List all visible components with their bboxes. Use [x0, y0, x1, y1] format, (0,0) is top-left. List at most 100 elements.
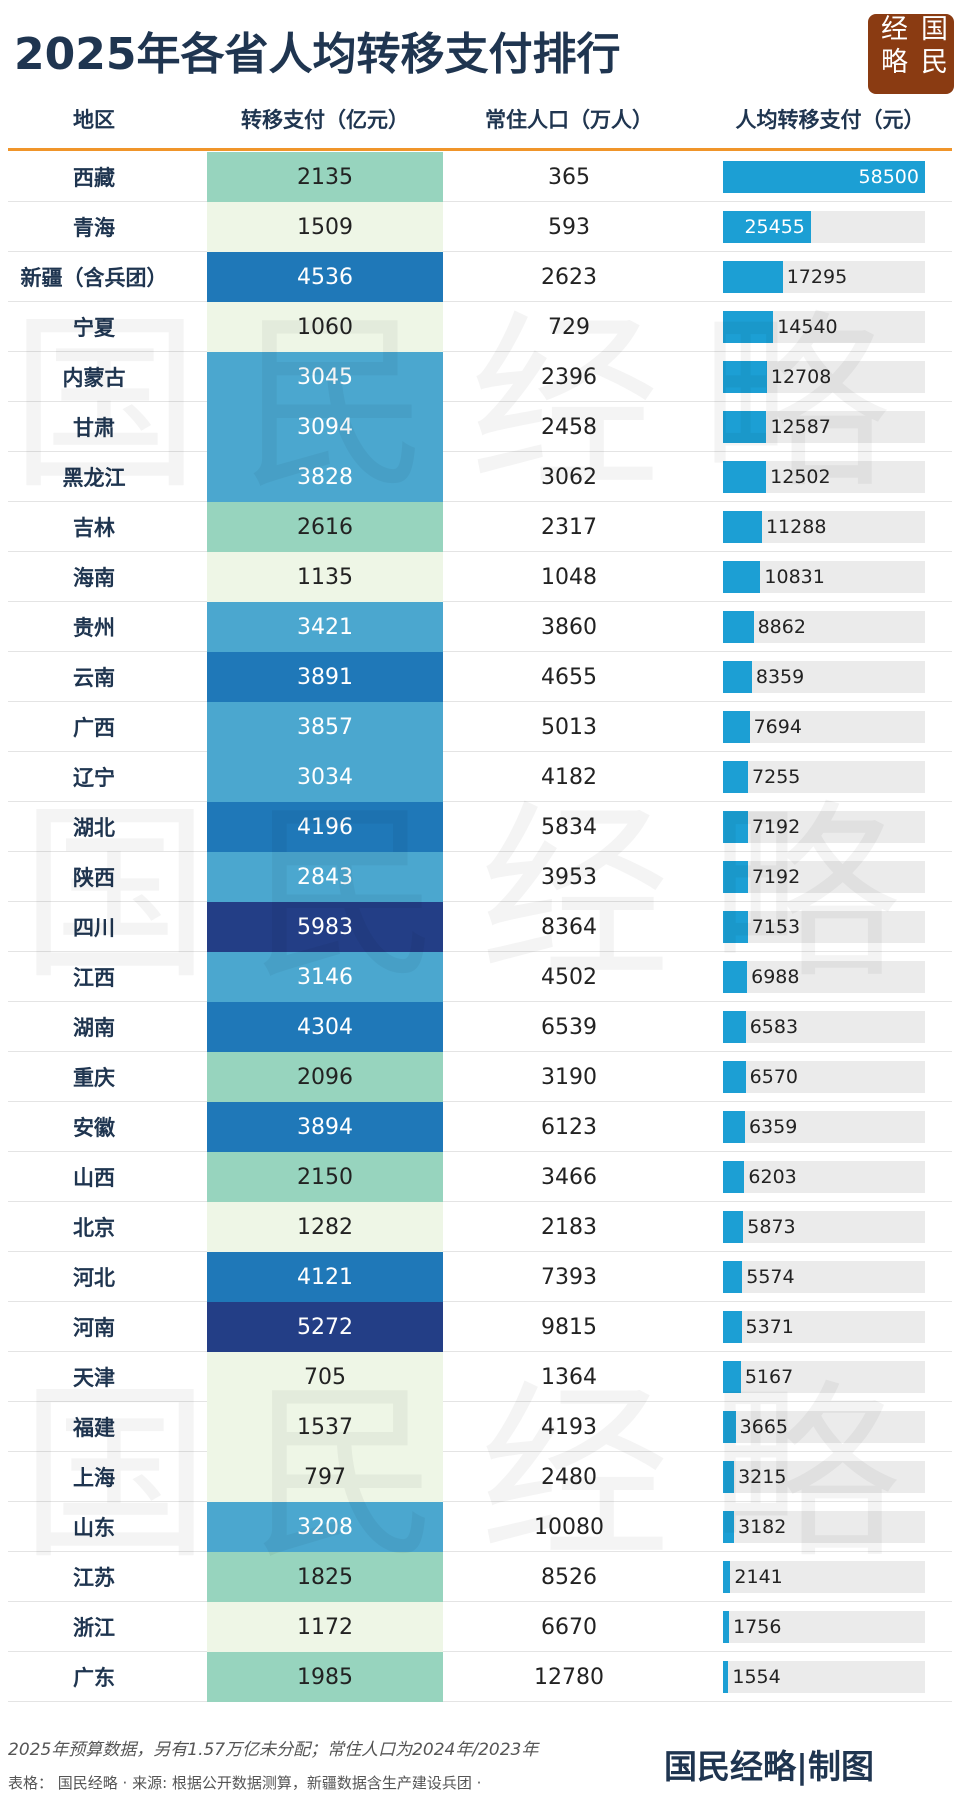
bar-label: 12708 — [770, 366, 832, 388]
transfer-cell: 4196 — [207, 802, 443, 852]
transfer-cell: 1135 — [207, 552, 443, 602]
header-rule — [8, 148, 952, 151]
row-divider — [8, 1301, 952, 1302]
population: 6123 — [541, 1114, 597, 1140]
row-divider — [8, 701, 952, 702]
bar-label: 6203 — [748, 1166, 797, 1188]
transfer-cell: 2843 — [207, 852, 443, 902]
row-divider — [8, 901, 952, 902]
region: 山东 — [73, 1516, 115, 1540]
population: 8526 — [541, 1564, 597, 1590]
region: 辽宁 — [73, 766, 115, 790]
bar-label: 7153 — [751, 916, 801, 938]
transfer-cell: 3857 — [207, 702, 443, 752]
transfer-cell: 3208 — [207, 1502, 443, 1552]
population: 4182 — [541, 764, 597, 790]
bar-track — [723, 861, 925, 893]
row-divider — [8, 351, 952, 352]
population: 5013 — [541, 714, 597, 740]
region: 山西 — [73, 1166, 115, 1190]
bar-track — [723, 761, 925, 793]
region: 内蒙古 — [62, 366, 126, 390]
row-divider — [8, 1001, 952, 1002]
bar-label: 3665 — [739, 1416, 788, 1438]
population: 7393 — [541, 1264, 597, 1290]
row-divider — [8, 1551, 952, 1552]
bar — [723, 861, 748, 893]
bar-label: 12502 — [770, 466, 831, 488]
region: 浙江 — [73, 1616, 115, 1640]
bar-label: 6583 — [749, 1016, 799, 1038]
region: 新疆（含兵团） — [20, 266, 168, 290]
population: 4502 — [541, 964, 597, 990]
population: 2317 — [541, 514, 597, 540]
bar — [723, 411, 767, 443]
transfer-cell: 1985 — [207, 1652, 443, 1702]
bar — [723, 1311, 742, 1343]
bar-label: 14540 — [777, 316, 838, 338]
transfer-cell: 2150 — [207, 1152, 443, 1202]
population: 4655 — [541, 664, 597, 690]
bar-label: 12587 — [770, 416, 831, 438]
row-divider — [8, 751, 952, 752]
population: 2458 — [541, 414, 597, 440]
row-divider — [8, 601, 952, 602]
bar-track — [723, 1211, 925, 1243]
bar — [723, 361, 767, 393]
transfer-cell: 1509 — [207, 202, 443, 252]
bar-label: 17295 — [786, 266, 848, 288]
bar-track — [723, 1261, 925, 1293]
bar-track — [723, 911, 925, 943]
bar-label: 6988 — [751, 966, 800, 988]
population: 5834 — [541, 814, 597, 840]
population: 1048 — [541, 564, 597, 590]
bar-track — [723, 811, 925, 843]
row-divider — [8, 1051, 952, 1052]
bar — [723, 1061, 746, 1093]
transfer-cell: 3828 — [207, 452, 443, 502]
bar-label: 7192 — [751, 816, 801, 838]
population: 12780 — [534, 1664, 604, 1690]
population: 10080 — [534, 1514, 604, 1540]
watermark: 国民经略 — [20, 740, 940, 1015]
region: 上海 — [73, 1466, 115, 1490]
row-divider — [8, 251, 952, 252]
bar — [723, 1561, 731, 1593]
bar — [723, 161, 925, 193]
population: 9815 — [541, 1314, 597, 1340]
population: 2396 — [541, 364, 597, 390]
bar-label: 7694 — [753, 716, 802, 738]
column-header: 人均转移支付（元） — [735, 108, 925, 132]
bar-label: 5371 — [745, 1316, 794, 1338]
transfer-cell: 1282 — [207, 1202, 443, 1252]
bar-track — [723, 1111, 925, 1143]
bar — [723, 961, 748, 993]
bar-label: 8359 — [755, 666, 805, 688]
bar-label: 1554 — [732, 1666, 781, 1688]
bar — [723, 561, 761, 593]
bar-track — [723, 1161, 925, 1193]
region: 江苏 — [73, 1566, 115, 1590]
region: 宁夏 — [73, 316, 115, 340]
row-divider — [8, 551, 952, 552]
bar-label: 11288 — [765, 516, 827, 538]
bar — [723, 311, 774, 343]
population: 6670 — [541, 1614, 597, 1640]
transfer-cell: 5272 — [207, 1302, 443, 1352]
watermark: 国民经略 — [20, 1320, 940, 1595]
row-divider — [8, 451, 952, 452]
row-divider — [8, 301, 952, 302]
population: 3190 — [541, 1064, 597, 1090]
transfer-cell: 1060 — [207, 302, 443, 352]
row-divider — [8, 1101, 952, 1102]
row-divider — [8, 1151, 952, 1152]
population: 2623 — [541, 264, 597, 290]
row-divider — [8, 201, 952, 202]
region: 天津 — [73, 1366, 115, 1390]
transfer-cell: 5983 — [207, 902, 443, 952]
population: 2480 — [541, 1464, 597, 1490]
row-divider — [8, 501, 952, 502]
bar-label: 5873 — [747, 1216, 796, 1238]
row-divider — [8, 1251, 952, 1252]
bar-label: 6570 — [749, 1066, 799, 1088]
